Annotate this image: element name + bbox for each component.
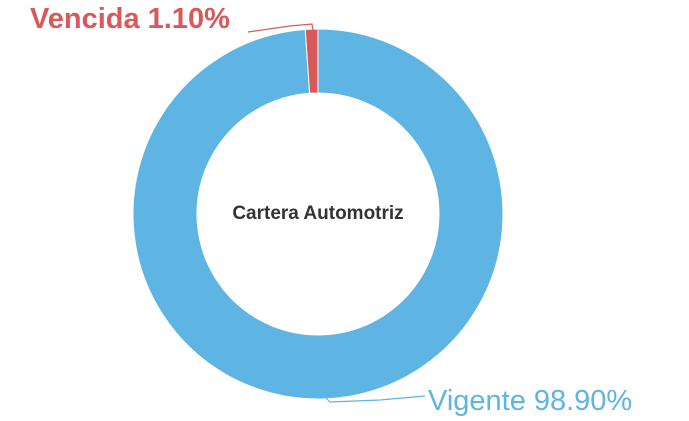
- donut-slice: [304, 28, 319, 94]
- slice-label: Vigente 98.90%: [428, 385, 632, 417]
- value-label: 98.90%: [534, 385, 632, 417]
- leader-line: [247, 23, 314, 33]
- slice-label: Vencida 1.10%: [30, 3, 230, 35]
- donut-slice: [132, 28, 504, 400]
- leader-line: [325, 395, 426, 403]
- category-label: Vencida: [30, 3, 140, 35]
- category-label: Vigente: [428, 385, 526, 417]
- value-label: 1.10%: [148, 3, 230, 35]
- chart-title: Cartera Automotriz: [232, 203, 403, 224]
